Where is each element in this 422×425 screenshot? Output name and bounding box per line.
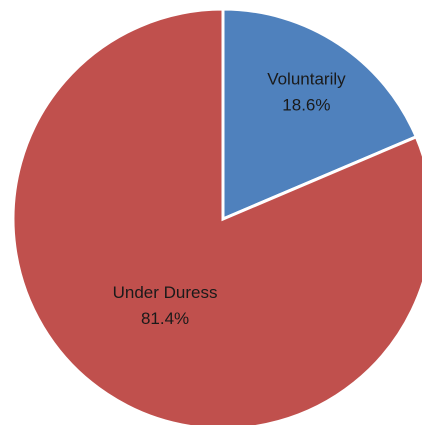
slice-label: Voluntarily	[267, 69, 346, 88]
pie-slice	[11, 7, 422, 425]
slice-label: Under Duress	[113, 283, 218, 302]
slice-value-label: 18.6%	[282, 95, 330, 114]
slice-value-label: 81.4%	[141, 309, 189, 328]
pie-slice	[221, 7, 419, 222]
